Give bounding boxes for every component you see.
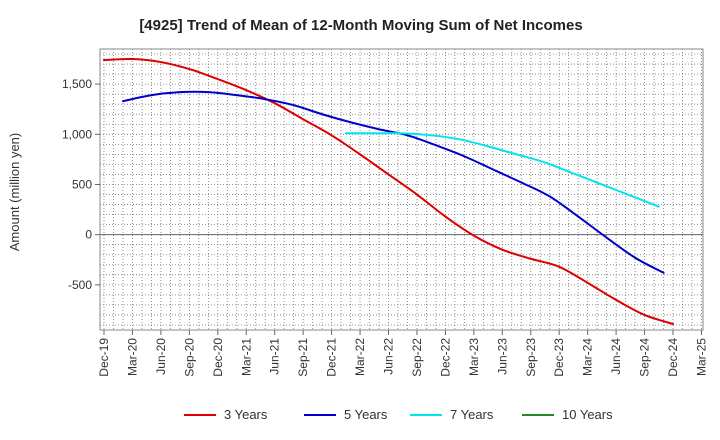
x-tick-label: Mar-25 [694, 338, 708, 376]
x-tick-label: Dec-22 [438, 338, 452, 377]
x-tick-label: Dec-19 [97, 338, 111, 377]
x-tick-label: Sep-22 [410, 338, 424, 377]
y-tick-label: 0 [85, 228, 92, 242]
series-line-3-years [103, 57, 674, 325]
y-tick-label: 1,000 [62, 127, 92, 141]
x-tick-label: Dec-23 [552, 338, 566, 377]
series-line-5-years [122, 90, 665, 274]
legend-label-3-years: 3 Years [224, 407, 268, 422]
grid [100, 49, 703, 330]
x-tick-label: Dec-20 [211, 338, 225, 377]
series-layer [103, 57, 674, 325]
x-tick-label: Sep-23 [524, 338, 538, 377]
chart-title: [4925] Trend of Mean of 12-Month Moving … [139, 17, 582, 34]
x-tick-label: Jun-20 [154, 338, 168, 375]
legend-label-5-years: 5 Years [344, 407, 388, 422]
y-axis-label: Amount (million yen) [7, 133, 22, 252]
x-tick-label: Jun-21 [268, 338, 282, 375]
x-tick-label: Sep-21 [296, 338, 310, 377]
x-tick-label: Mar-21 [239, 338, 253, 376]
x-tick-label: Sep-20 [182, 338, 196, 377]
x-tick-label: Jun-22 [382, 338, 396, 375]
x-tick-label: Mar-20 [125, 338, 139, 376]
y-tick-label: 500 [72, 177, 92, 191]
series-line-7-years [344, 132, 660, 208]
x-tick-label: Jun-24 [609, 338, 623, 375]
x-axis-ticks: Dec-19 Mar-20 Jun-20 Sep-20 Dec-20 Mar-21 Jun-… [97, 330, 708, 377]
x-tick-label: Jun-23 [495, 338, 509, 375]
y-tick-label: 1,500 [62, 77, 92, 91]
x-tick-label: Mar-24 [581, 338, 595, 376]
x-tick-label: Sep-24 [638, 338, 652, 377]
legend-label-10-years: 10 Years [562, 407, 613, 422]
x-tick-label: Mar-23 [467, 338, 481, 376]
plot-frame [99, 48, 704, 331]
legend-label-7-years: 7 Years [450, 407, 494, 422]
x-tick-label: Mar-22 [353, 338, 367, 376]
x-tick-label: Dec-24 [666, 338, 680, 377]
x-tick-label: Dec-21 [325, 338, 339, 377]
legend: 3 Years 5 Years 7 Years 10 Years [184, 407, 613, 422]
y-axis-ticks: -500 0 500 1,000 1,500 [62, 77, 100, 292]
y-tick-label: -500 [68, 278, 92, 292]
